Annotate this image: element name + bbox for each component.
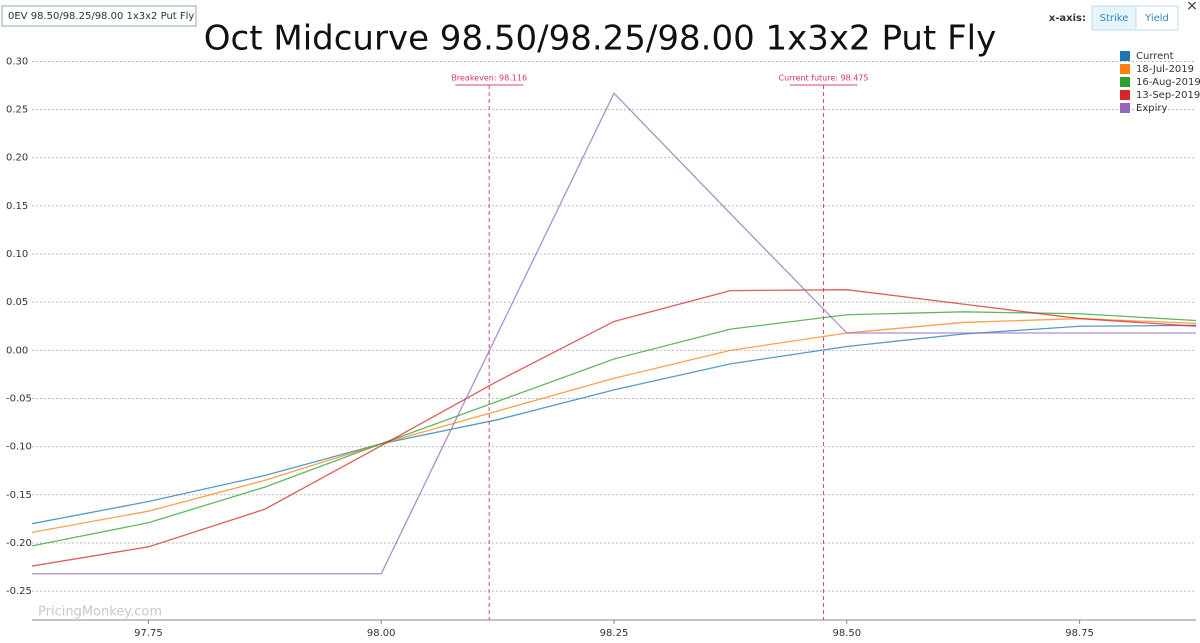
x-tick-label: 97.75 — [134, 628, 163, 639]
y-tick-label: 0.20 — [6, 153, 28, 164]
legend-label: 13-Sep-2019 — [1136, 90, 1200, 101]
legend-label: Expiry — [1136, 103, 1167, 114]
legend-label: 16-Aug-2019 — [1136, 77, 1200, 88]
yield-button[interactable] — [1135, 5, 1179, 31]
series-line — [31, 289, 1197, 567]
series-line — [32, 92, 1196, 575]
y-tick-label: 0.10 — [6, 249, 28, 260]
legend-label: Current — [1136, 51, 1174, 62]
reference-label: Current future: 98.475 — [779, 74, 869, 83]
y-tick-label: -0.25 — [6, 586, 32, 597]
legend-swatch — [1120, 103, 1130, 113]
yield-button-label[interactable]: Yield — [1144, 13, 1169, 24]
series-line — [31, 311, 1197, 547]
tab-label[interactable]: 0EV 98.50/98.25/98.00 1x3x2 Put Fly — [8, 11, 194, 22]
watermark: PricingMonkey.com — [38, 605, 162, 620]
legend-label: 18-Jul-2019 — [1136, 64, 1194, 75]
reference-label: Breakeven: 98.116 — [451, 74, 527, 83]
chart-title: Oct Midcurve 98.50/98.25/98.00 1x3x2 Put… — [204, 19, 996, 59]
y-tick-label: 0.15 — [6, 201, 28, 212]
y-tick-label: -0.05 — [6, 394, 32, 405]
y-tick-label: 0.05 — [6, 297, 28, 308]
legend-swatch — [1120, 77, 1130, 87]
close-button[interactable]: × — [1186, 0, 1198, 14]
series-line — [31, 324, 1197, 525]
x-tick-label: 98.00 — [367, 628, 396, 639]
tab-box — [1, 5, 197, 27]
x-tick-label: 98.50 — [832, 628, 861, 639]
series-line — [31, 317, 1197, 534]
axis-switch-label: x-axis: — [1049, 13, 1086, 24]
y-tick-label: 0.30 — [6, 56, 28, 67]
y-tick-label: -0.20 — [6, 538, 32, 549]
y-tick-label: 0.25 — [6, 105, 28, 116]
legend-swatch — [1120, 51, 1130, 61]
legend-swatch — [1120, 64, 1130, 74]
legend-swatch — [1120, 90, 1130, 100]
strike-button-label[interactable]: Strike — [1100, 13, 1129, 24]
x-tick-label: 98.25 — [600, 628, 629, 639]
strike-button[interactable] — [1091, 5, 1137, 31]
x-tick-label: 98.75 — [1065, 628, 1094, 639]
y-tick-label: 0.00 — [6, 345, 28, 356]
y-tick-label: -0.10 — [6, 442, 32, 453]
y-tick-label: -0.15 — [6, 490, 32, 501]
